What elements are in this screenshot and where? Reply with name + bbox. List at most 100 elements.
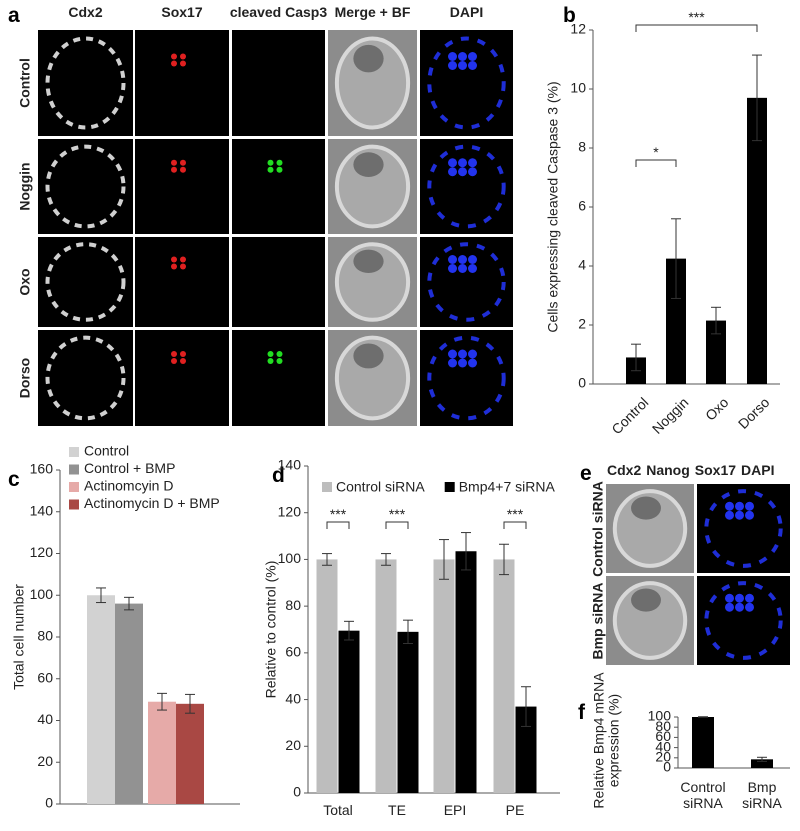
channel-label: DAPI: [450, 4, 483, 20]
nucleus: [468, 52, 477, 61]
y-tick-label: 80: [285, 597, 301, 613]
icm: [631, 588, 661, 612]
error-bar: [322, 553, 332, 566]
bar: [87, 595, 115, 804]
nucleus: [171, 358, 177, 364]
nucleus: [725, 593, 734, 603]
row-label: Dorso: [17, 358, 33, 398]
channel-label: cleaved Casp3: [230, 4, 327, 20]
channel-label: Cdx2: [68, 4, 102, 20]
y-tick-label: 60: [285, 644, 301, 660]
error-bar: [671, 218, 681, 299]
error-bar: [499, 543, 509, 576]
image-panel: [232, 30, 325, 136]
bar: [706, 320, 726, 384]
image-bg: [232, 237, 325, 327]
legend-label: Actinomycin D + BMP: [84, 495, 220, 511]
image-bg: [38, 30, 133, 136]
image-bg: [38, 330, 133, 426]
significance-bracket: [326, 521, 350, 529]
nucleus: [267, 351, 274, 357]
y-axis-label: Relative to control (%): [263, 561, 279, 699]
significance-bracket: [503, 521, 527, 529]
bar: [692, 717, 714, 768]
y-tick-label: 12: [570, 21, 586, 37]
panel-label: e: [580, 462, 592, 485]
bar: [666, 258, 686, 384]
error-bar: [631, 343, 641, 372]
row-label: Bmp siRNA: [590, 582, 606, 659]
channel-label: Cdx2: [607, 462, 641, 478]
image-panel: [135, 30, 229, 136]
icm: [631, 496, 661, 520]
image-bg: [697, 576, 790, 665]
nuclei-ring: [427, 144, 506, 229]
icm: [353, 249, 384, 273]
nucleus: [180, 53, 186, 60]
x-tick-label: Bmp siRNA: [742, 779, 782, 811]
y-tick-label: 60: [655, 728, 671, 744]
error-bar: [403, 619, 413, 645]
icm: [353, 152, 384, 177]
image-panel: [232, 237, 325, 327]
bar: [176, 703, 204, 804]
error-bar: [757, 756, 767, 762]
legend-swatch: [322, 482, 332, 492]
icm: [353, 343, 384, 369]
error-bar: [96, 587, 106, 604]
y-tick-label: 60: [37, 669, 53, 685]
significance-label: ***: [330, 506, 347, 522]
legend-label: Actinomcyin D: [84, 478, 173, 494]
y-tick-label: 0: [293, 784, 301, 800]
y-tick-label: 40: [37, 711, 53, 727]
legend-swatch: [69, 482, 79, 492]
legend-label: Control: [84, 443, 129, 459]
nuclei-ring: [704, 489, 783, 568]
y-tick-label: 2: [578, 316, 586, 332]
y-tick-label: 160: [30, 461, 54, 477]
x-tick-label: Control: [608, 394, 651, 437]
significance-bracket: [635, 24, 758, 32]
row-label: Noggin: [17, 162, 33, 210]
error-bar: [124, 596, 134, 611]
legend-swatch: [69, 447, 79, 457]
y-axis-label: expression (%): [606, 694, 622, 787]
panel-label: d: [272, 464, 285, 487]
image-panel: [328, 237, 417, 327]
image-bg: [232, 330, 325, 426]
significance-bracket: [635, 159, 677, 167]
nucleus: [171, 263, 177, 270]
nucleus: [448, 349, 457, 359]
legend-swatch: [444, 482, 455, 492]
y-tick-label: 40: [655, 738, 671, 754]
panel-label: a: [8, 4, 20, 27]
image-panel: [697, 576, 790, 665]
row-label: Control: [17, 58, 33, 108]
nucleus: [180, 159, 186, 166]
image-bg: [135, 330, 229, 426]
x-tick-label: Oxo: [702, 394, 732, 424]
x-tick-label: TE: [388, 802, 406, 818]
nucleus: [276, 159, 283, 166]
nucleus: [468, 349, 477, 359]
y-tick-label: 20: [37, 753, 53, 769]
image-panel: [232, 139, 325, 234]
error-bar: [521, 686, 531, 727]
nucleus: [458, 358, 467, 368]
nucleus: [267, 166, 274, 173]
nucleus: [735, 593, 744, 603]
bar: [338, 630, 360, 793]
y-tick-label: 10: [570, 80, 586, 96]
image-bg: [232, 139, 325, 234]
legend-swatch: [69, 464, 79, 475]
nuclei-ring: [45, 144, 126, 229]
y-tick-label: 0: [663, 759, 671, 775]
image-bg: [135, 139, 229, 234]
nucleus: [171, 351, 177, 357]
nucleus: [180, 256, 186, 263]
image-panel: [420, 237, 513, 327]
nuclei-ring: [427, 36, 506, 130]
image-panel: [135, 237, 229, 327]
nucleus: [180, 351, 186, 357]
